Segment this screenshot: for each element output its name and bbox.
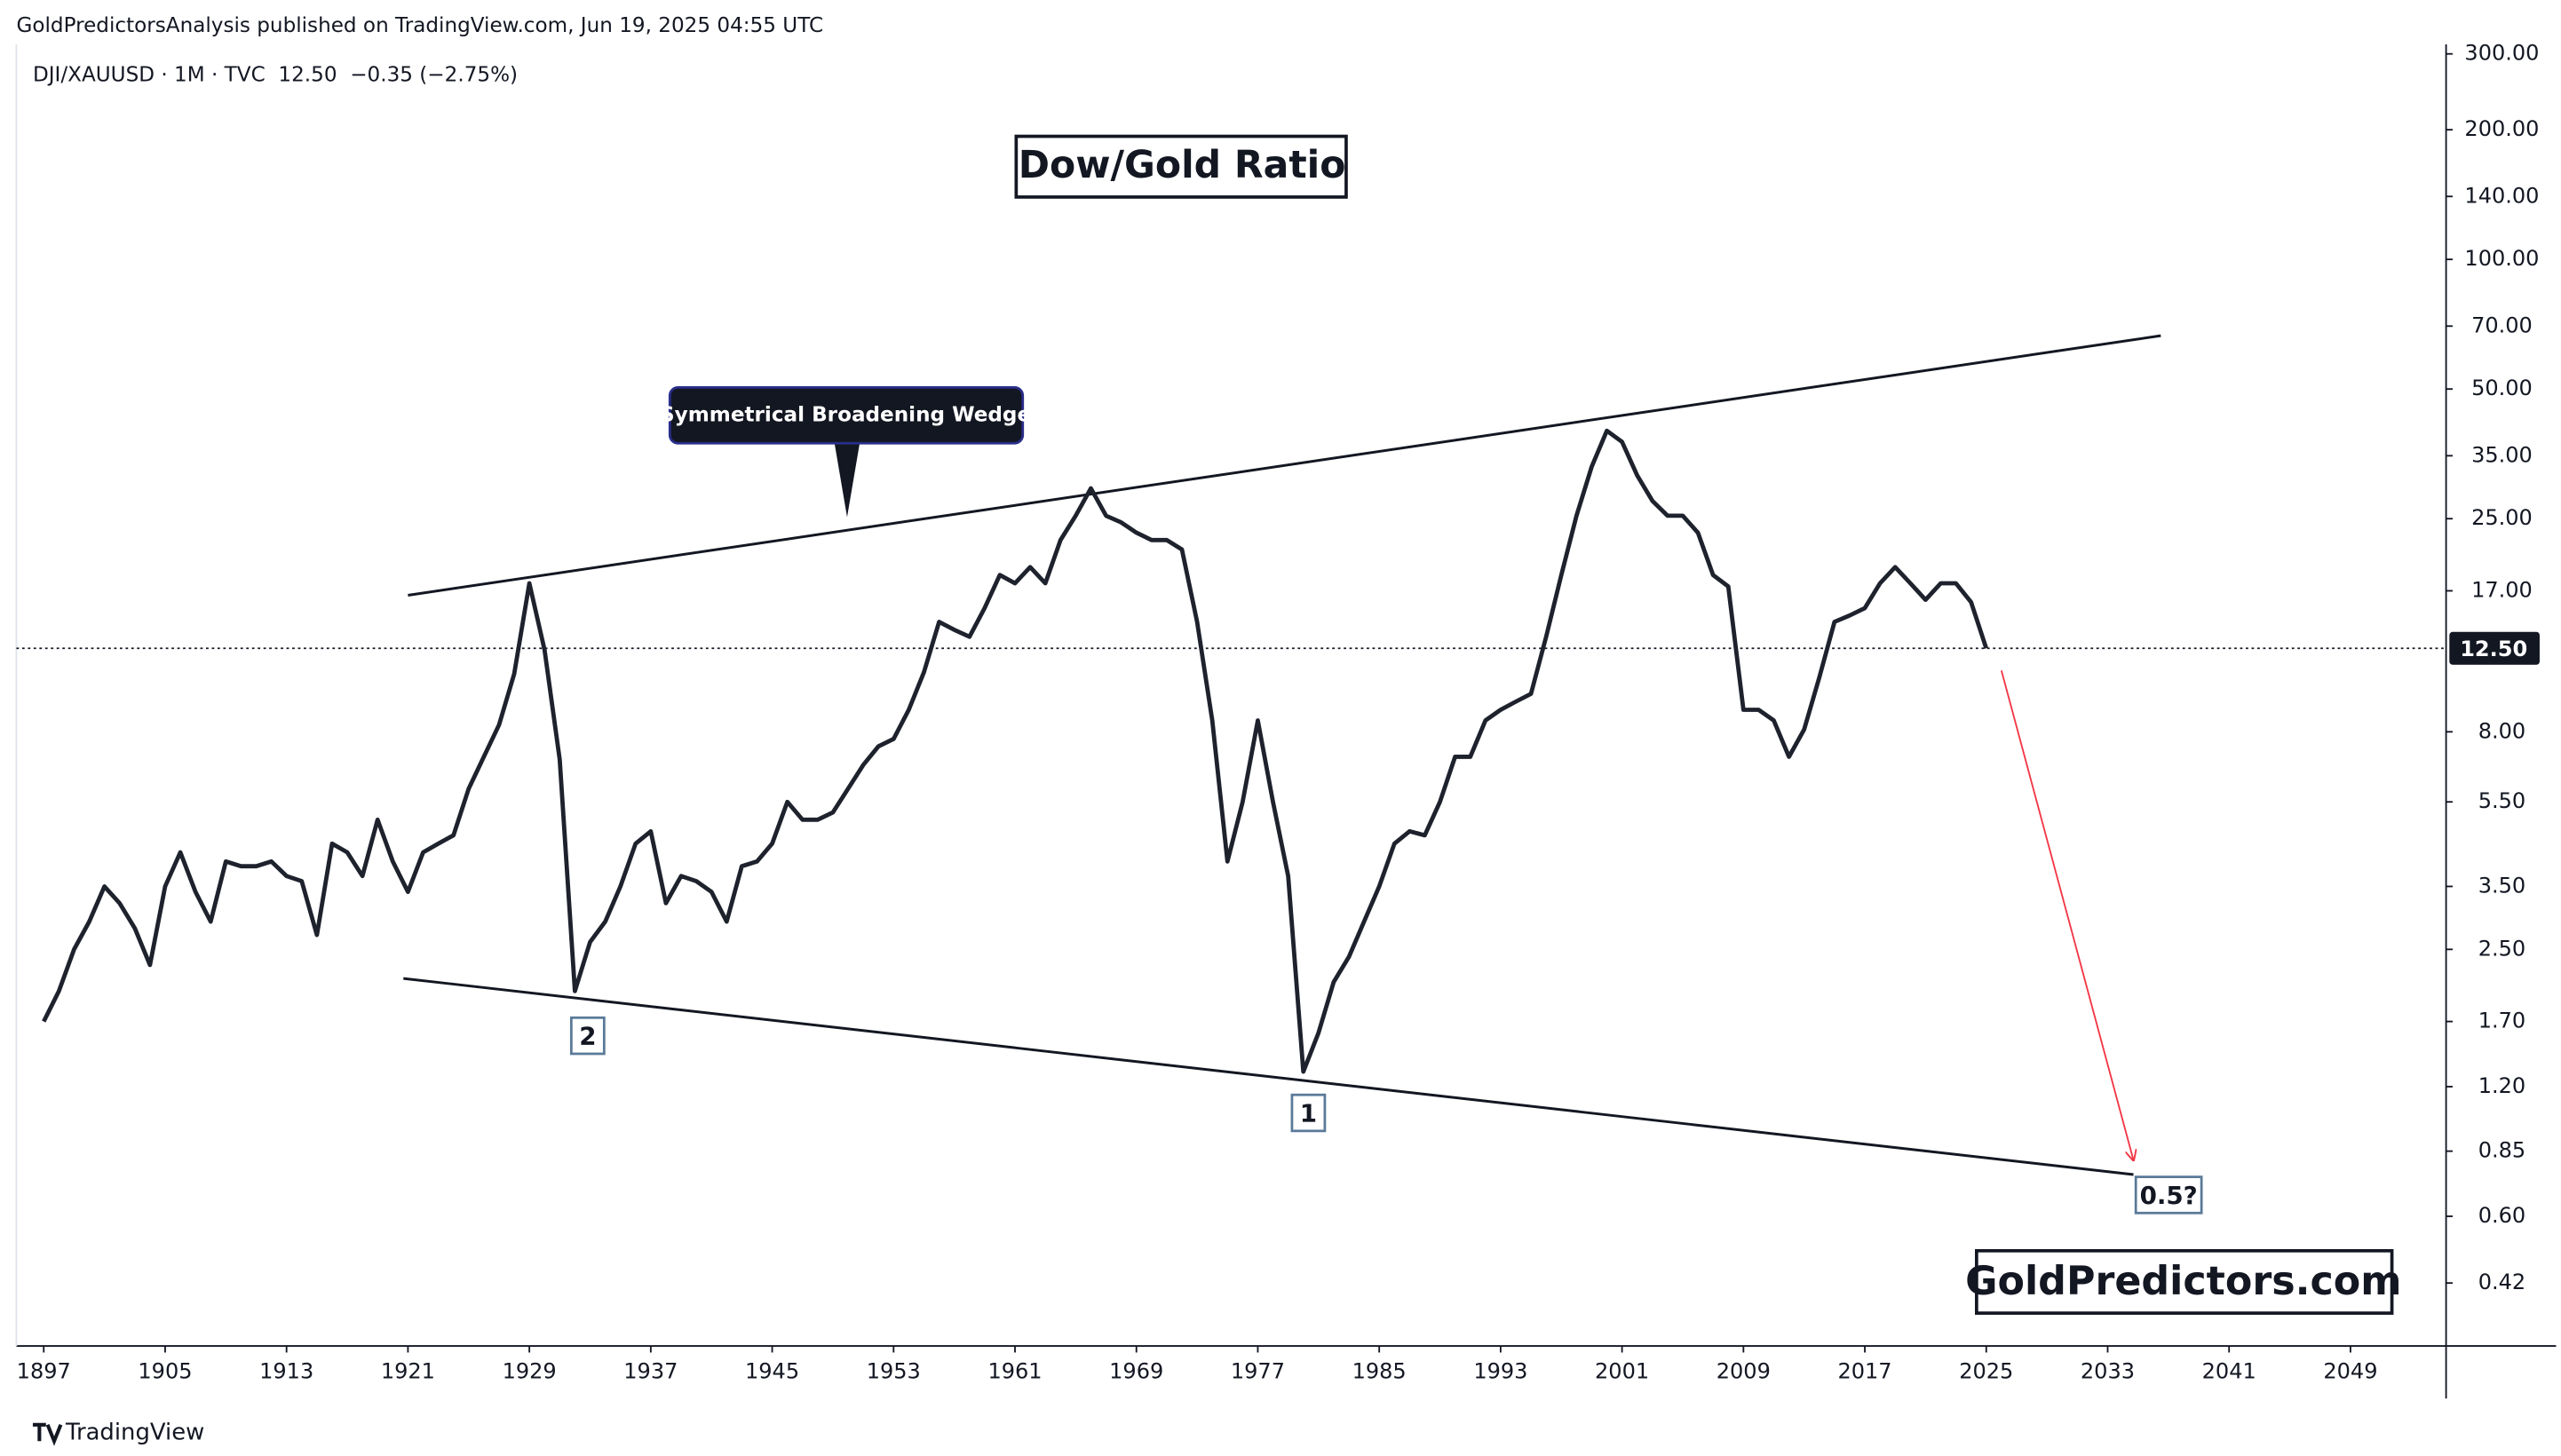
y-tick-label: 1.20 bbox=[2478, 1073, 2525, 1098]
y-tick-label: 70.00 bbox=[2471, 313, 2533, 337]
title-box bbox=[1014, 134, 1348, 199]
y-tick-label: 8.00 bbox=[2478, 718, 2525, 743]
x-tick-label: 1921 bbox=[381, 1359, 435, 1384]
wave-label-box bbox=[1290, 1093, 1327, 1133]
x-tick-label: 2017 bbox=[1837, 1359, 1891, 1384]
x-tick-label: 2049 bbox=[2323, 1359, 2377, 1384]
tv-logo bbox=[32, 1422, 63, 1446]
watermark-box bbox=[1975, 1248, 2394, 1315]
y-tick-label: 0.60 bbox=[2478, 1203, 2525, 1228]
x-tick-label: 1929 bbox=[503, 1359, 557, 1384]
x-tick-label: 2041 bbox=[2202, 1359, 2256, 1384]
plot: 300.00 200.00 140.00 100.00 70.00 50.00 35.00 2… bbox=[16, 41, 2540, 1384]
price-line bbox=[42, 428, 1989, 1074]
y-tick-label: 0.85 bbox=[2478, 1138, 2525, 1163]
y-tick-label: 0.42 bbox=[2478, 1270, 2525, 1294]
x-tick-label: 2009 bbox=[1717, 1359, 1771, 1384]
trendline bbox=[403, 977, 2134, 1176]
symbol-info[interactable]: DJI/XAUUSD · 1M · TVC 12.50 −0.35 (−2.75… bbox=[33, 64, 518, 87]
y-tick-label: 200.00 bbox=[2464, 116, 2539, 141]
wave-label: 1 bbox=[1300, 1098, 1317, 1128]
x-tick-label: 1969 bbox=[1109, 1359, 1163, 1384]
y-tick-label: 17.00 bbox=[2471, 577, 2533, 602]
y-tick-label: 25.00 bbox=[2471, 505, 2533, 530]
y-tick-label: 300.00 bbox=[2464, 41, 2539, 66]
x-tick-label: 2001 bbox=[1595, 1359, 1649, 1384]
trendline bbox=[408, 334, 2161, 597]
x-tick-label: 1961 bbox=[987, 1359, 1042, 1384]
x-tick-label: 1953 bbox=[867, 1359, 921, 1384]
callout-pointer bbox=[834, 439, 860, 518]
wave-label: 2 bbox=[579, 1021, 596, 1050]
y-tick-label: 5.50 bbox=[2478, 788, 2525, 813]
footer[interactable]: TradingView bbox=[65, 1420, 204, 1446]
y-tick-label: 1.70 bbox=[2478, 1009, 2525, 1033]
y-tick-label: 2.50 bbox=[2478, 936, 2525, 961]
last-value-box bbox=[2449, 631, 2540, 665]
chart-title: Dow/Gold Ratio bbox=[1019, 144, 1346, 187]
x-tick-label: 1897 bbox=[17, 1359, 71, 1384]
y-tick-label: 35.00 bbox=[2471, 442, 2533, 467]
x-tick-label: 1993 bbox=[1473, 1359, 1527, 1384]
x-tick-label: 1905 bbox=[138, 1359, 192, 1384]
callout-box bbox=[668, 386, 1025, 445]
x-tick-label: 1977 bbox=[1231, 1359, 1285, 1384]
x-tick-label: 1945 bbox=[745, 1359, 799, 1384]
publisher: GoldPredictorsAnalysis published on Trad… bbox=[16, 14, 823, 37]
x-tick-label: 2025 bbox=[1959, 1359, 2013, 1384]
y-tick-label: 50.00 bbox=[2471, 376, 2533, 400]
forecast-arrow bbox=[2000, 670, 2134, 1159]
x-tick-label: 1913 bbox=[259, 1359, 313, 1384]
x-tick-label: 1937 bbox=[623, 1359, 678, 1384]
wave-label: 0.5? bbox=[2140, 1181, 2198, 1210]
callout-text: Symmetrical Broadening Wedge bbox=[660, 403, 1031, 426]
wave-label-box bbox=[2134, 1175, 2203, 1215]
y-tick-label: 100.00 bbox=[2464, 246, 2539, 271]
x-tick-label: 2033 bbox=[2081, 1359, 2135, 1384]
x-tick-label: 1985 bbox=[1352, 1359, 1407, 1384]
watermark: GoldPredictors.com bbox=[1965, 1259, 2401, 1304]
y-tick-label: 3.50 bbox=[2478, 873, 2525, 898]
y-tick-label: 140.00 bbox=[2464, 183, 2539, 208]
last-value-label: 12.50 bbox=[2460, 637, 2527, 661]
wave-label-box bbox=[569, 1016, 606, 1056]
